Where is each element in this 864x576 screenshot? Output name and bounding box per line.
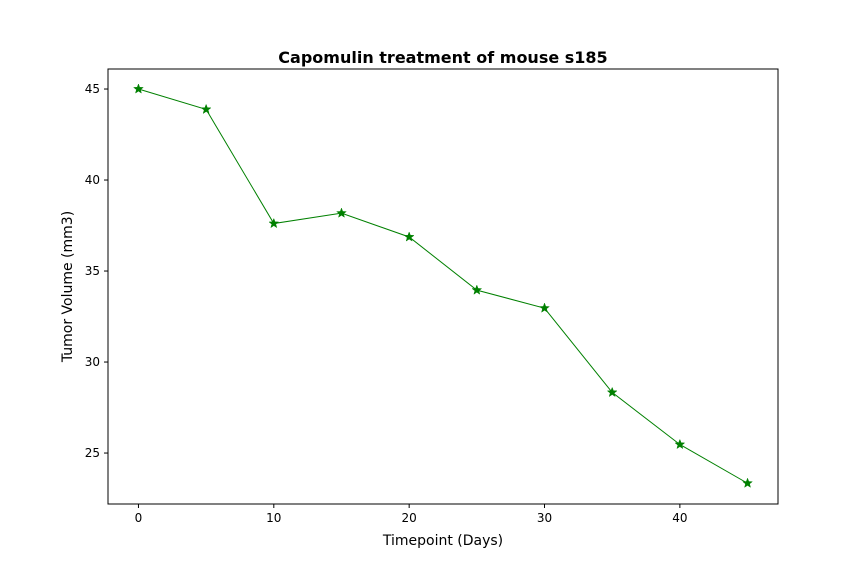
data-point-marker (200, 103, 212, 115)
data-point-marker (606, 386, 618, 398)
plot-area (108, 69, 778, 504)
y-axis-ticks: 25 30 35 40 45 (85, 82, 108, 460)
data-point-marker (742, 477, 753, 488)
data-point-marker (133, 83, 144, 94)
data-point-marker (336, 207, 347, 218)
data-point-marker (403, 231, 415, 242)
y-tick-label: 45 (85, 82, 100, 96)
x-tick-label: 30 (537, 511, 552, 525)
x-axis-ticks: 0 10 20 30 40 (135, 504, 688, 525)
y-axis-label: Tumor Volume (mm3) (60, 211, 76, 363)
data-point-marker (539, 302, 550, 313)
x-tick-label: 0 (135, 511, 143, 525)
data-point-marker (268, 217, 280, 229)
y-tick-label: 25 (85, 446, 100, 460)
data-point-marker (674, 438, 686, 450)
plot-frame (107, 68, 779, 505)
data-point-marker (471, 284, 483, 295)
chart-title: Capomulin treatment of mouse s185 (278, 48, 607, 67)
y-tick-label: 35 (85, 264, 100, 278)
x-tick-label: 20 (402, 511, 417, 525)
x-tick-label: 10 (266, 511, 281, 525)
series-line (138, 88, 748, 484)
y-tick-label: 40 (85, 173, 100, 187)
series-layer (133, 83, 753, 488)
y-tick-label: 30 (85, 355, 100, 369)
x-axis-label: Timepoint (Days) (382, 533, 503, 549)
x-tick-label: 40 (672, 511, 687, 525)
